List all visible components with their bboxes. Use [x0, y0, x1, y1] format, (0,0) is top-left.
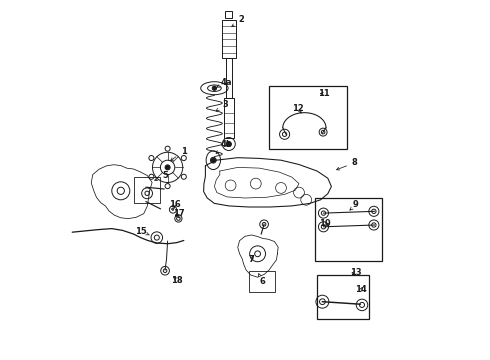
Text: 14: 14	[355, 285, 367, 294]
Circle shape	[211, 158, 216, 162]
Text: 8: 8	[337, 158, 358, 170]
Text: 3: 3	[216, 100, 228, 111]
Text: 15: 15	[135, 227, 149, 236]
Text: 10: 10	[319, 220, 331, 229]
Text: 12: 12	[293, 104, 304, 113]
Text: 5: 5	[155, 171, 168, 180]
Circle shape	[212, 86, 217, 90]
Text: 6: 6	[259, 274, 265, 286]
Text: 9: 9	[350, 200, 359, 210]
Bar	[224, 98, 234, 138]
Circle shape	[165, 165, 170, 170]
Bar	[225, 11, 232, 18]
Bar	[249, 271, 274, 292]
Bar	[226, 58, 232, 98]
Circle shape	[226, 141, 231, 147]
Text: 1: 1	[171, 147, 187, 161]
Text: 13: 13	[350, 269, 362, 277]
Text: 2: 2	[232, 15, 245, 27]
Text: 16: 16	[169, 200, 181, 209]
Text: 17: 17	[172, 209, 184, 217]
Bar	[317, 275, 369, 319]
Text: 4a: 4a	[217, 78, 232, 87]
Bar	[315, 198, 382, 261]
Text: 18: 18	[171, 276, 182, 284]
Bar	[222, 20, 236, 58]
Text: 7: 7	[248, 256, 254, 264]
Bar	[270, 86, 347, 149]
Text: 4b: 4b	[216, 140, 232, 153]
Bar	[134, 177, 160, 203]
Text: 11: 11	[318, 89, 330, 98]
